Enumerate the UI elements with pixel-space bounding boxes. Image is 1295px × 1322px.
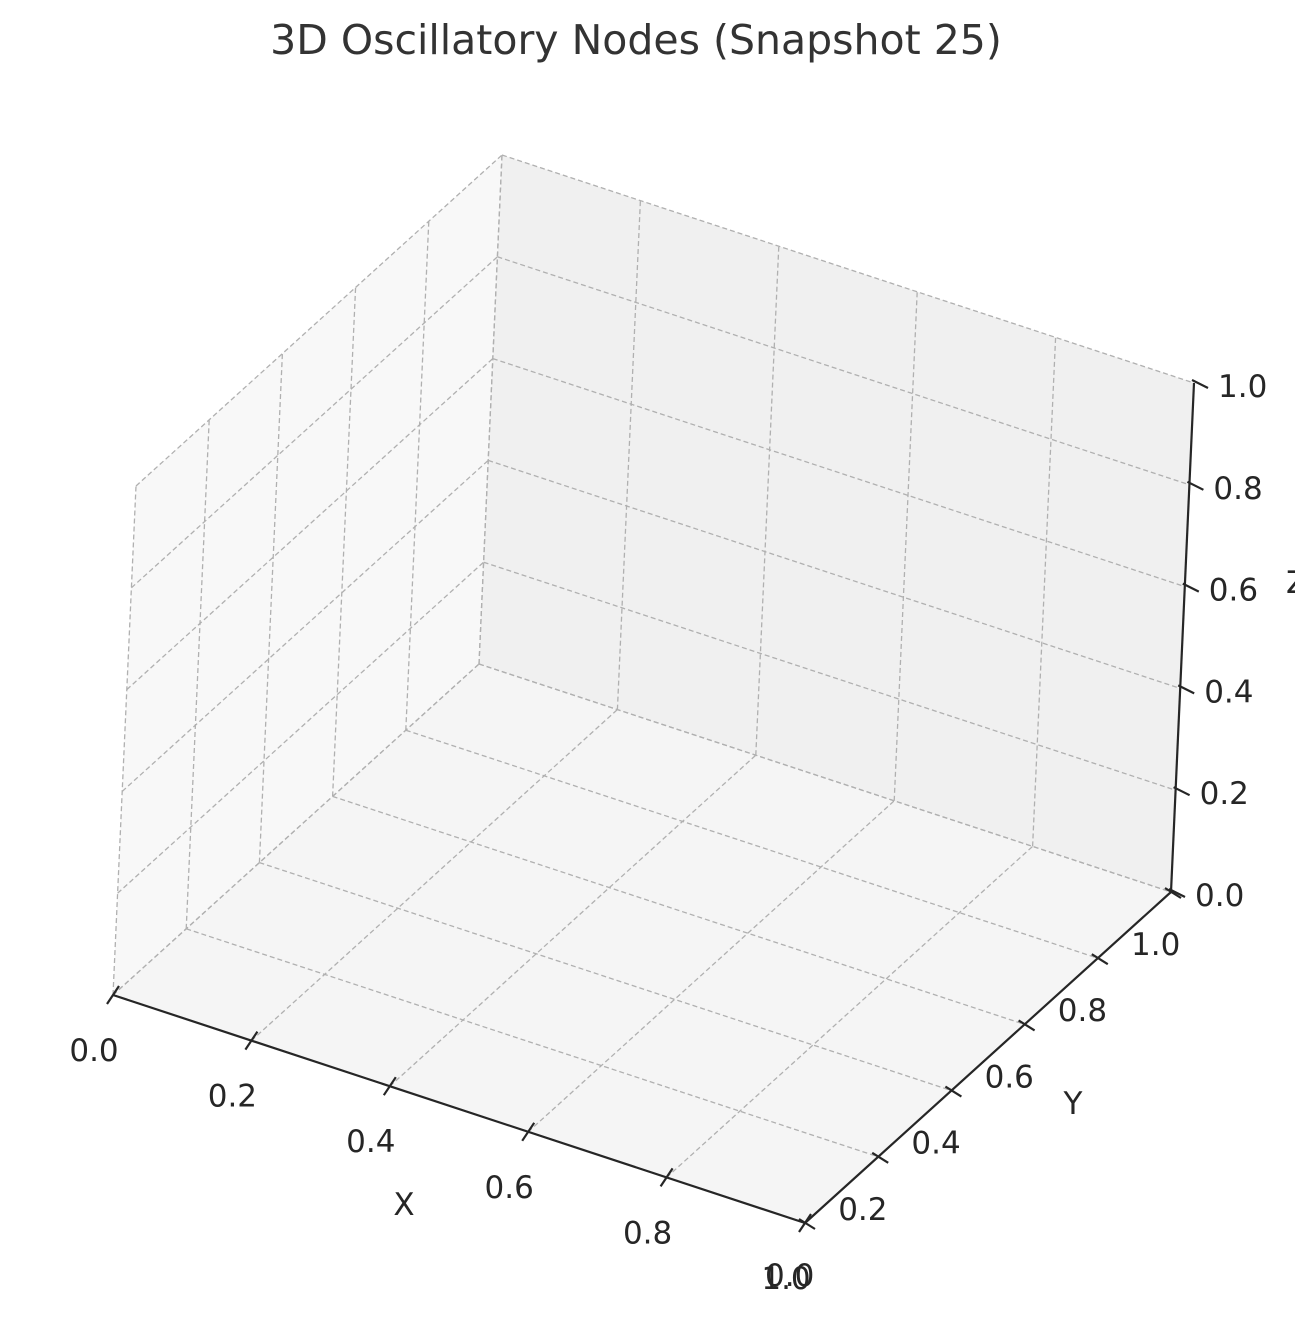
back-grid-z-1: [483, 561, 1176, 791]
left-grid-z-3: [126, 358, 494, 691]
z-tick-mark-2: [1177, 684, 1195, 695]
x-tick-label-5: 1.0: [761, 1261, 810, 1297]
y-tick-label-1: 0.2: [838, 1192, 887, 1228]
back-grid-z-2: [487, 459, 1181, 690]
x-tick-mark-1: [244, 1030, 259, 1051]
left-grid-y-3: [331, 287, 357, 797]
y-tick-label-0: 0.0: [765, 1258, 814, 1294]
floor-grid-x-1: [250, 709, 618, 1042]
floor-grid-y-3: [332, 795, 1025, 1026]
y-tick-label-5: 1.0: [1131, 927, 1180, 963]
x-tick-label-0: 0.0: [69, 1033, 118, 1069]
floor-grid-x-3: [527, 800, 895, 1133]
left-grid-z-1: [117, 561, 485, 894]
x-tick-mark-2: [382, 1076, 397, 1096]
chart-title: 3D Oscillatory Nodes (Snapshot 25): [270, 16, 1002, 64]
back-grid-z-4: [497, 256, 1190, 486]
back-grid-z-0: [478, 663, 1172, 893]
z-tick-label-3: 0.6: [1209, 573, 1258, 609]
x-axis-label: X: [393, 1187, 414, 1223]
back-pane: [479, 155, 1194, 892]
z-axis-label: Z: [1286, 565, 1295, 601]
back-grid-x-0: [478, 154, 503, 665]
y-tick-mark-1: [871, 1151, 889, 1164]
grid-group: [112, 154, 1195, 1224]
y-tick-label-3: 0.6: [985, 1059, 1034, 1095]
back-grid-x-2: [755, 246, 780, 756]
left-grid-z-0: [112, 663, 480, 996]
y-tick-mark-0: [798, 1218, 816, 1230]
ticks-group: 0.00.20.40.60.81.00.00.20.40.60.81.00.00…: [69, 369, 1267, 1297]
back-grid-z-5: [501, 154, 1195, 384]
floor-grid-y-1: [185, 928, 879, 1158]
x-tick-label-4: 0.8: [623, 1215, 672, 1251]
floor-grid-x-2: [389, 754, 757, 1087]
left-grid-y-2: [258, 353, 284, 863]
y-axis-line: [804, 891, 1172, 1224]
y-tick-label-4: 0.8: [1058, 993, 1107, 1029]
left-grid-y-0: [112, 485, 137, 996]
left-grid-y-4: [405, 221, 430, 731]
x-tick-mark-4: [659, 1167, 674, 1188]
x-tick-mark-0: [106, 985, 120, 1005]
floor-pane: [113, 664, 1171, 1223]
z-axis-line: [1169, 382, 1196, 893]
axes-group: [112, 382, 1196, 1225]
y-axis-label: Y: [1063, 1086, 1083, 1122]
y-tick-label-2: 0.4: [911, 1126, 960, 1162]
x-tick-label-1: 0.2: [208, 1079, 257, 1115]
axis-labels-group: X Y Z: [393, 565, 1295, 1223]
left-grid-y-1: [185, 419, 210, 929]
z-tick-label-5: 1.0: [1218, 369, 1267, 405]
z-tick-label-2: 0.4: [1204, 674, 1253, 710]
x-tick-label-3: 0.6: [485, 1170, 534, 1206]
y-tick-mark-4: [1091, 953, 1109, 966]
z-tick-mark-5: [1191, 379, 1209, 389]
z-tick-label-1: 0.2: [1200, 776, 1249, 812]
y-tick-mark-3: [1018, 1019, 1036, 1032]
floor-grid-y-2: [259, 861, 952, 1092]
y-tick-mark-2: [944, 1085, 962, 1098]
z-tick-label-4: 0.8: [1213, 471, 1262, 507]
y-tick-mark-5: [1164, 887, 1182, 899]
z-tick-label-0: 0.0: [1195, 878, 1244, 914]
back-grid-z-3: [492, 357, 1186, 588]
z-tick-mark-1: [1173, 786, 1191, 797]
floor-grid-y-4: [405, 729, 1099, 959]
z-tick-mark-3: [1182, 582, 1200, 593]
x-tick-label-2: 0.4: [346, 1124, 395, 1160]
pane-group: [113, 155, 1194, 1223]
back-grid-x-4: [1031, 337, 1057, 847]
z-tick-mark-4: [1186, 480, 1204, 491]
left-grid-z-5: [135, 154, 503, 487]
floor-grid-x-4: [666, 845, 1034, 1178]
z-tick-mark-0: [1168, 888, 1186, 898]
back-grid-x-3: [893, 291, 918, 801]
left-pane: [113, 155, 502, 995]
left-grid-z-4: [130, 256, 498, 589]
left-grid-z-2: [121, 459, 489, 792]
x-axis-line: [112, 993, 806, 1225]
back-grid-x-1: [616, 200, 642, 710]
x-tick-mark-3: [521, 1122, 536, 1142]
